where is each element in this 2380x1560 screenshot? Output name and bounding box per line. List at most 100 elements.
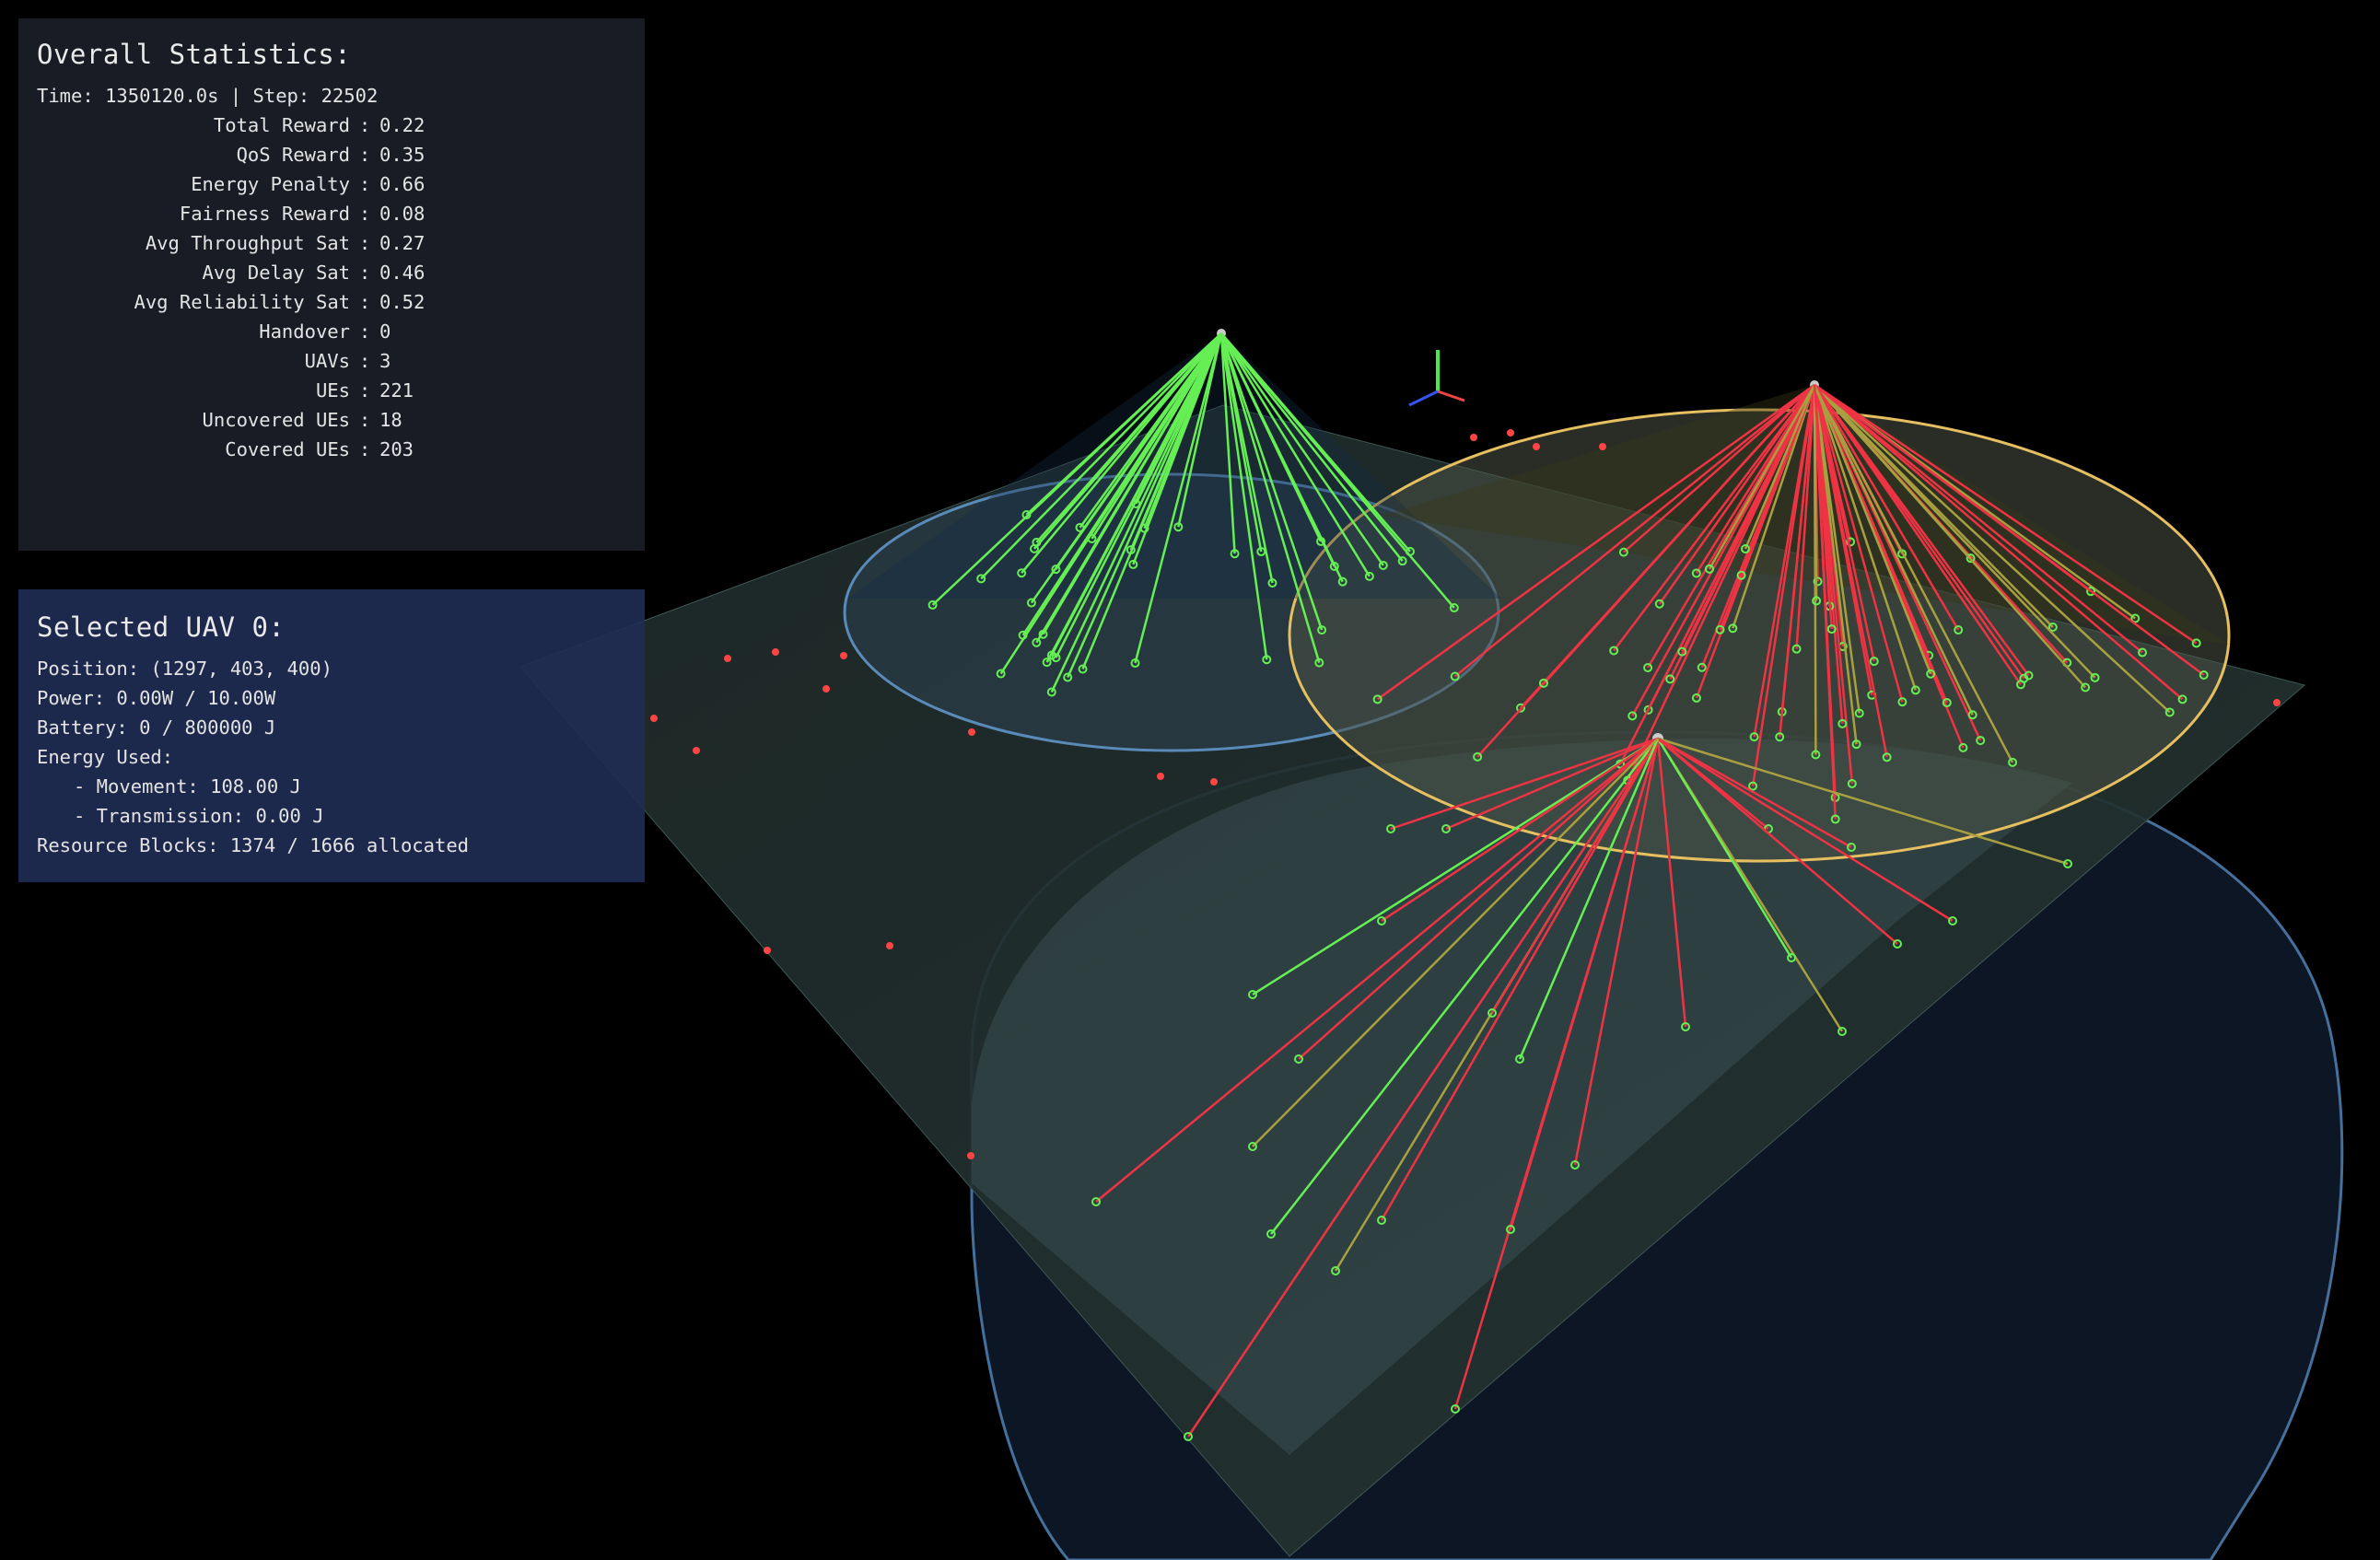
ue-marker[interactable] bbox=[1854, 708, 1864, 718]
ue-uncovered-marker[interactable] bbox=[1507, 429, 1514, 437]
ue-marker[interactable] bbox=[1948, 916, 1957, 926]
ue-uncovered-marker[interactable] bbox=[1157, 773, 1164, 780]
ue-marker[interactable] bbox=[1441, 824, 1451, 833]
ue-uncovered-marker[interactable] bbox=[764, 947, 771, 954]
ue-marker[interactable] bbox=[1967, 710, 1978, 720]
ue-marker[interactable] bbox=[1372, 694, 1382, 704]
ue-marker[interactable] bbox=[1791, 644, 1802, 654]
ue-marker[interactable] bbox=[1736, 570, 1746, 580]
ue-marker[interactable] bbox=[1450, 671, 1460, 681]
ue-marker[interactable] bbox=[1397, 556, 1407, 566]
ue-uncovered-marker[interactable] bbox=[840, 652, 847, 659]
ue-marker[interactable] bbox=[2138, 647, 2148, 658]
ue-marker[interactable] bbox=[1029, 543, 1039, 553]
ue-marker[interactable] bbox=[1813, 576, 1823, 587]
ue-marker[interactable] bbox=[1728, 623, 1738, 634]
ue-marker[interactable] bbox=[1942, 698, 1952, 708]
ue-marker[interactable] bbox=[2090, 672, 2100, 682]
ue-uncovered-marker[interactable] bbox=[1470, 434, 1477, 441]
ue-marker[interactable] bbox=[1267, 578, 1278, 588]
ue-marker[interactable] bbox=[996, 669, 1006, 679]
ue-marker[interactable] bbox=[1377, 916, 1386, 926]
ue-marker[interactable] bbox=[1845, 537, 1855, 547]
ue-marker[interactable] bbox=[1473, 751, 1483, 762]
ue-uncovered-marker[interactable] bbox=[693, 747, 700, 754]
ue-marker[interactable] bbox=[1826, 624, 1837, 634]
ue-marker[interactable] bbox=[1449, 603, 1459, 613]
ue-marker[interactable] bbox=[1897, 697, 1908, 707]
ue-marker[interactable] bbox=[1378, 560, 1388, 570]
ue-marker[interactable] bbox=[2085, 587, 2095, 597]
ue-marker[interactable] bbox=[1173, 522, 1184, 532]
ue-marker[interactable] bbox=[1021, 509, 1032, 519]
ue-marker[interactable] bbox=[1314, 658, 1324, 668]
ue-marker[interactable] bbox=[1516, 703, 1526, 713]
ue-marker[interactable] bbox=[1570, 1160, 1580, 1170]
ue-marker[interactable] bbox=[2191, 638, 2201, 648]
ue-marker[interactable] bbox=[1910, 685, 1920, 695]
ue-marker[interactable] bbox=[1704, 564, 1714, 574]
ue-marker[interactable] bbox=[2130, 613, 2141, 623]
ue-marker[interactable] bbox=[2015, 680, 2025, 690]
ue-marker[interactable] bbox=[1882, 752, 1892, 763]
ue-marker[interactable] bbox=[1266, 1229, 1276, 1239]
ue-uncovered-marker[interactable] bbox=[886, 942, 893, 949]
ue-marker[interactable] bbox=[1337, 576, 1348, 587]
ue-marker[interactable] bbox=[1628, 711, 1638, 721]
ue-marker[interactable] bbox=[1128, 559, 1138, 569]
ue-marker[interactable] bbox=[1654, 599, 1664, 609]
ue-uncovered-marker[interactable] bbox=[968, 728, 975, 736]
ue-marker[interactable] bbox=[1032, 637, 1042, 647]
ue-marker[interactable] bbox=[1954, 625, 1964, 635]
ue-marker[interactable] bbox=[2048, 622, 2058, 632]
ue-marker[interactable] bbox=[1643, 704, 1653, 715]
ue-marker[interactable] bbox=[1262, 655, 1272, 665]
ue-marker[interactable] bbox=[1515, 1054, 1524, 1064]
ue-marker[interactable] bbox=[1618, 547, 1628, 557]
ue-marker[interactable] bbox=[1838, 1027, 1847, 1036]
ue-uncovered-marker[interactable] bbox=[822, 685, 830, 693]
ue-marker[interactable] bbox=[1051, 565, 1061, 575]
ue-marker[interactable] bbox=[1294, 1054, 1303, 1064]
ue-marker[interactable] bbox=[1063, 672, 1073, 682]
ue-marker[interactable] bbox=[2008, 757, 2018, 767]
ue-marker[interactable] bbox=[1893, 939, 1902, 949]
ue-marker[interactable] bbox=[1775, 732, 1785, 742]
ue-marker[interactable] bbox=[1091, 1197, 1101, 1206]
ue-marker[interactable] bbox=[1018, 630, 1028, 640]
ue-marker[interactable] bbox=[1677, 646, 1687, 657]
ue-marker[interactable] bbox=[1748, 781, 1758, 791]
ue-marker[interactable] bbox=[1506, 1225, 1515, 1234]
ue-marker[interactable] bbox=[2164, 707, 2175, 717]
ue-marker[interactable] bbox=[1130, 658, 1140, 669]
ue-uncovered-marker[interactable] bbox=[1210, 778, 1218, 786]
ue-marker[interactable] bbox=[1851, 739, 1861, 750]
ue-marker[interactable] bbox=[1691, 568, 1701, 578]
ue-marker[interactable] bbox=[1248, 990, 1257, 999]
ue-marker[interactable] bbox=[2199, 669, 2209, 680]
ue-marker[interactable] bbox=[1926, 669, 1936, 679]
ue-marker[interactable] bbox=[1051, 653, 1061, 663]
ue-uncovered-marker[interactable] bbox=[772, 648, 779, 656]
ue-marker[interactable] bbox=[1715, 624, 1725, 634]
ue-marker[interactable] bbox=[1966, 553, 1976, 564]
ue-marker[interactable] bbox=[2081, 682, 2091, 693]
ue-uncovered-marker[interactable] bbox=[650, 715, 658, 722]
ue-marker[interactable] bbox=[1665, 674, 1675, 684]
ue-marker[interactable] bbox=[1811, 750, 1821, 760]
ue-marker[interactable] bbox=[1248, 1142, 1257, 1151]
ue-marker[interactable] bbox=[1609, 646, 1619, 656]
ue-marker[interactable] bbox=[1046, 687, 1056, 697]
ue-uncovered-marker[interactable] bbox=[1533, 443, 1540, 450]
ue-marker[interactable] bbox=[2024, 670, 2034, 681]
ue-marker[interactable] bbox=[1976, 736, 1986, 746]
ue-marker[interactable] bbox=[1812, 596, 1822, 606]
ue-marker[interactable] bbox=[1451, 1404, 1460, 1414]
ue-uncovered-marker[interactable] bbox=[967, 1152, 974, 1159]
ue-marker[interactable] bbox=[1869, 657, 1879, 667]
ue-marker[interactable] bbox=[1078, 664, 1088, 674]
ue-marker[interactable] bbox=[1184, 1432, 1193, 1441]
ue-uncovered-marker[interactable] bbox=[1599, 443, 1606, 450]
ue-uncovered-marker[interactable] bbox=[724, 655, 731, 662]
